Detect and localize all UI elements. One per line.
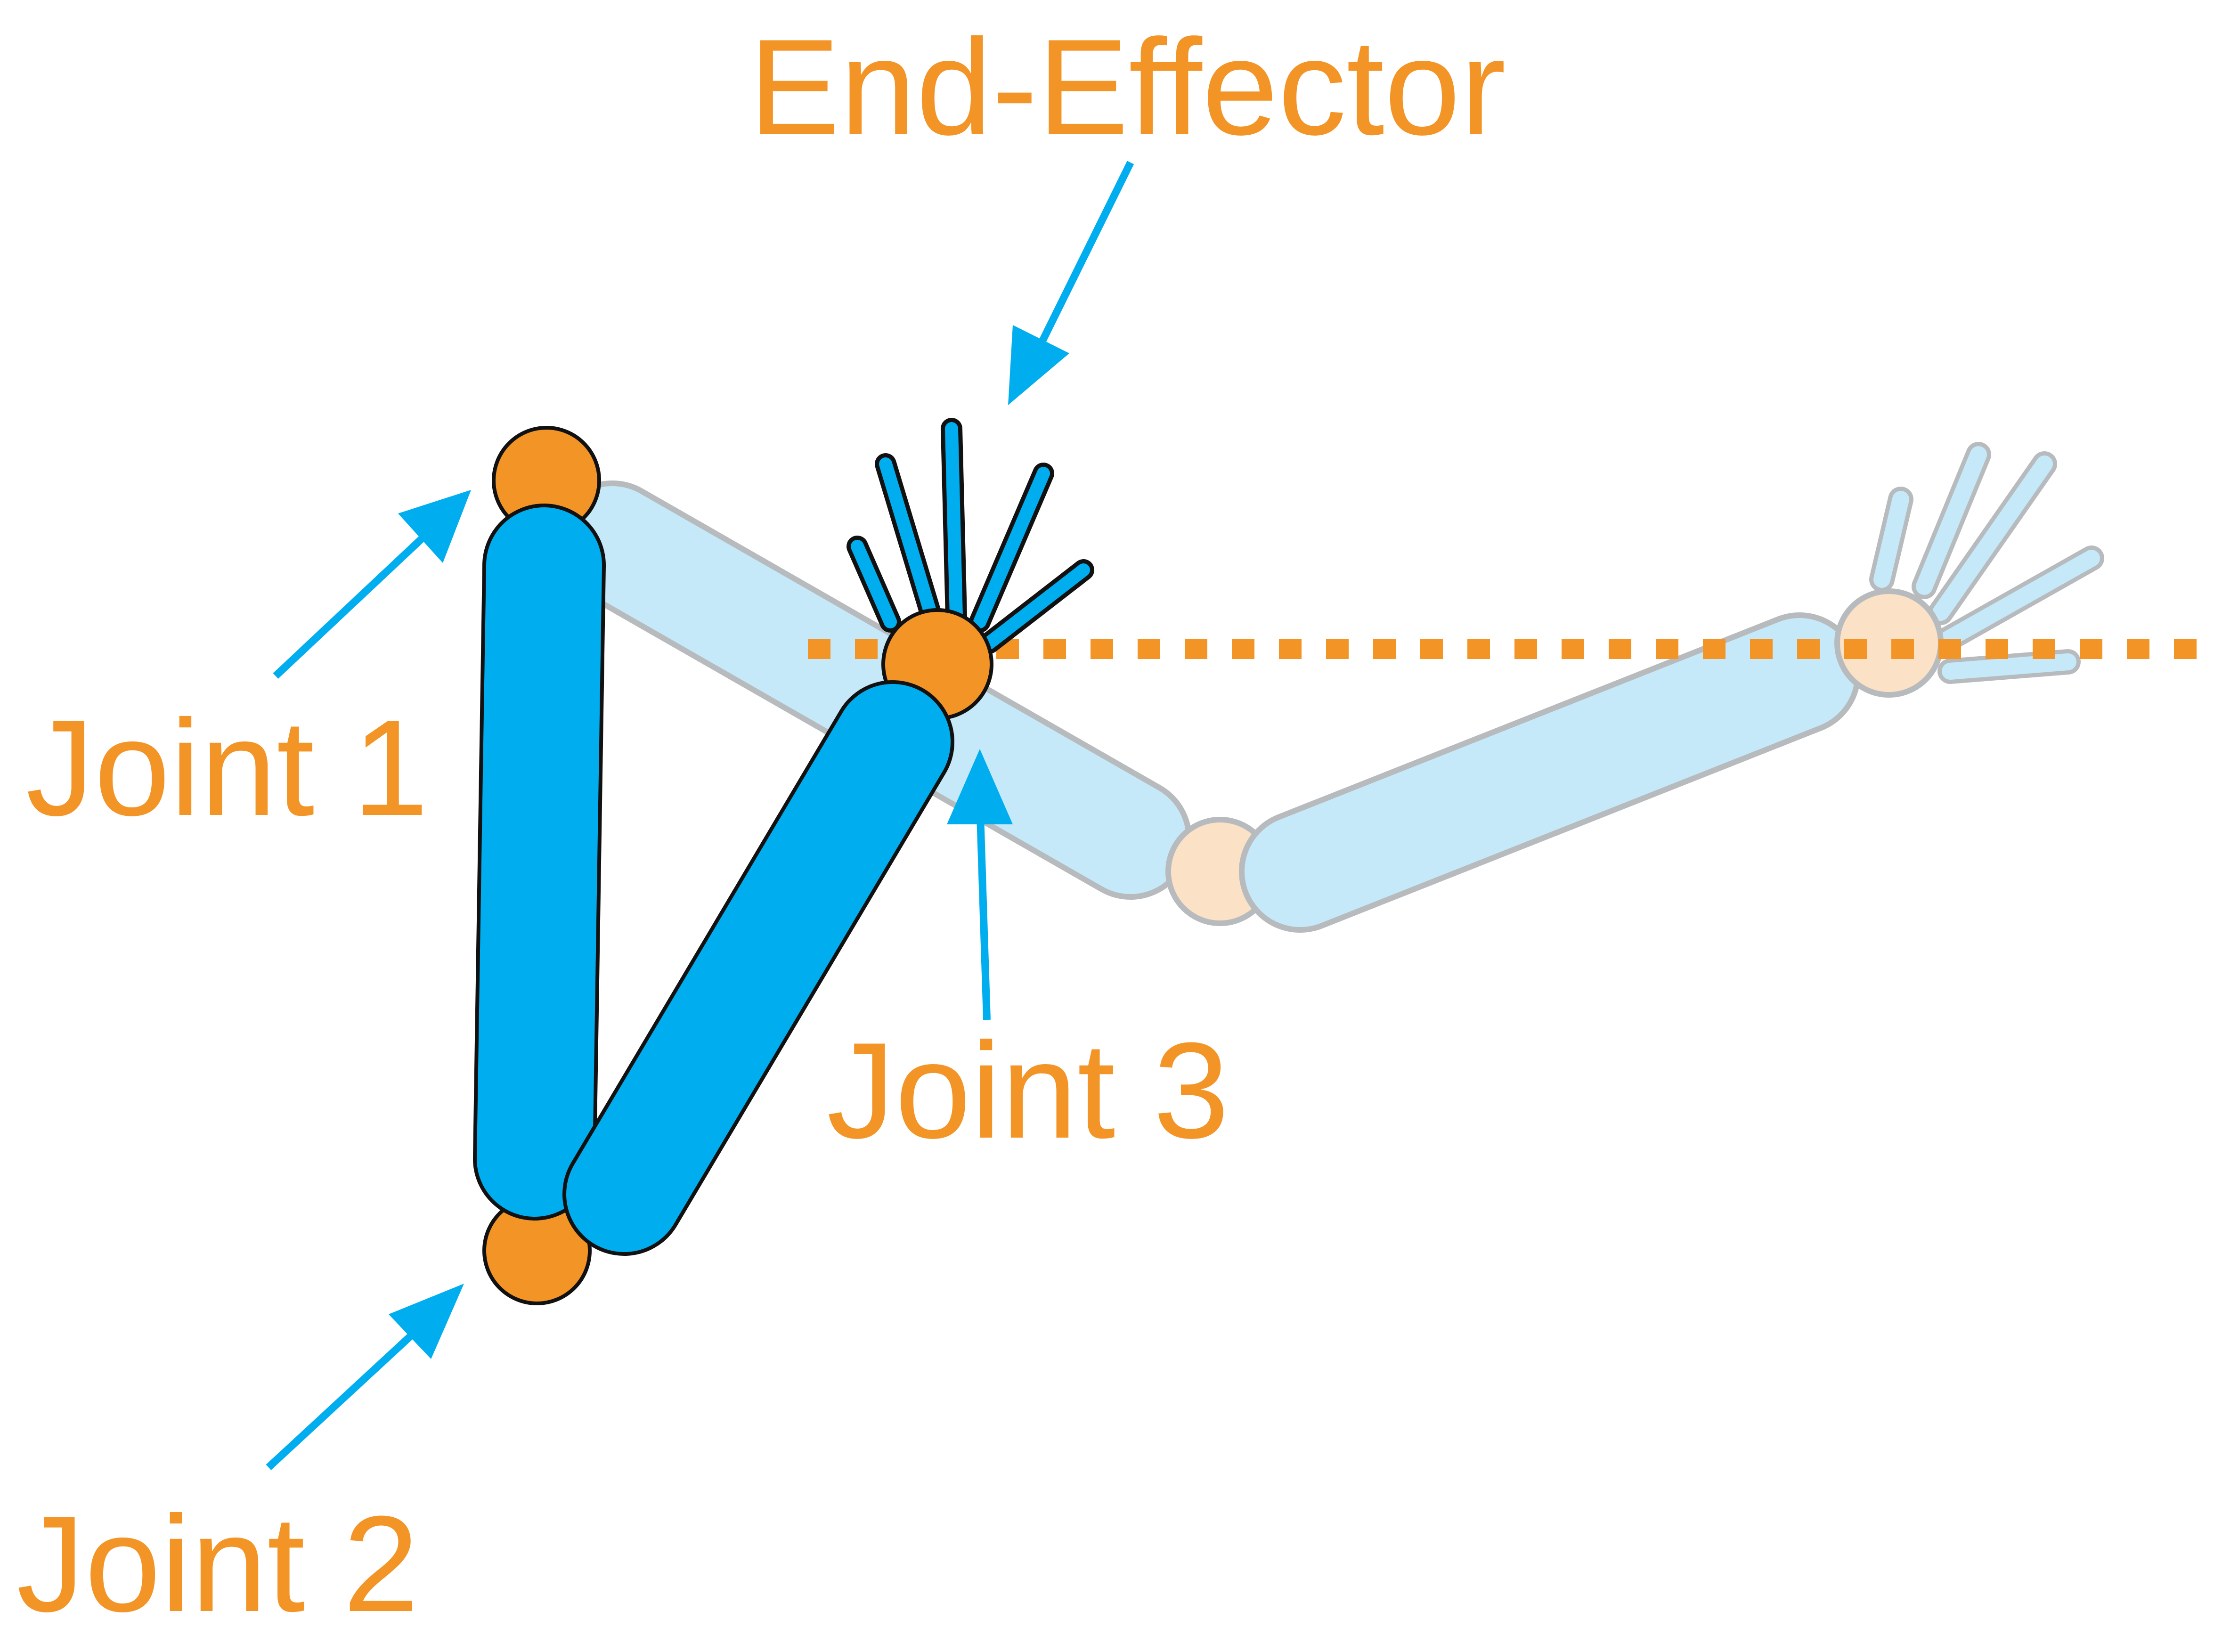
ghost-arm bbox=[551, 442, 2104, 933]
ghost-gripper-icon bbox=[1869, 442, 2104, 684]
annotation-arrows bbox=[266, 161, 1134, 1470]
link-2-fill bbox=[566, 684, 951, 1252]
joint-2-arrow-icon bbox=[266, 1284, 464, 1470]
end-effector-arrow-icon bbox=[1008, 161, 1134, 405]
link-1-fill bbox=[477, 507, 602, 1217]
joint-1-label: Joint 1 bbox=[26, 692, 428, 844]
gripper-icon bbox=[847, 418, 1094, 654]
joint-1-arrow-icon bbox=[273, 490, 471, 679]
joint-3-arrow-icon bbox=[947, 749, 1013, 1020]
main-arm bbox=[473, 418, 1094, 1305]
joint-2-label: Joint 2 bbox=[16, 1488, 419, 1640]
ghost-link-2-fill bbox=[1245, 618, 1855, 927]
end-effector-label: End-Effector bbox=[749, 11, 1506, 163]
joint-3-label: Joint 3 bbox=[827, 1014, 1229, 1167]
